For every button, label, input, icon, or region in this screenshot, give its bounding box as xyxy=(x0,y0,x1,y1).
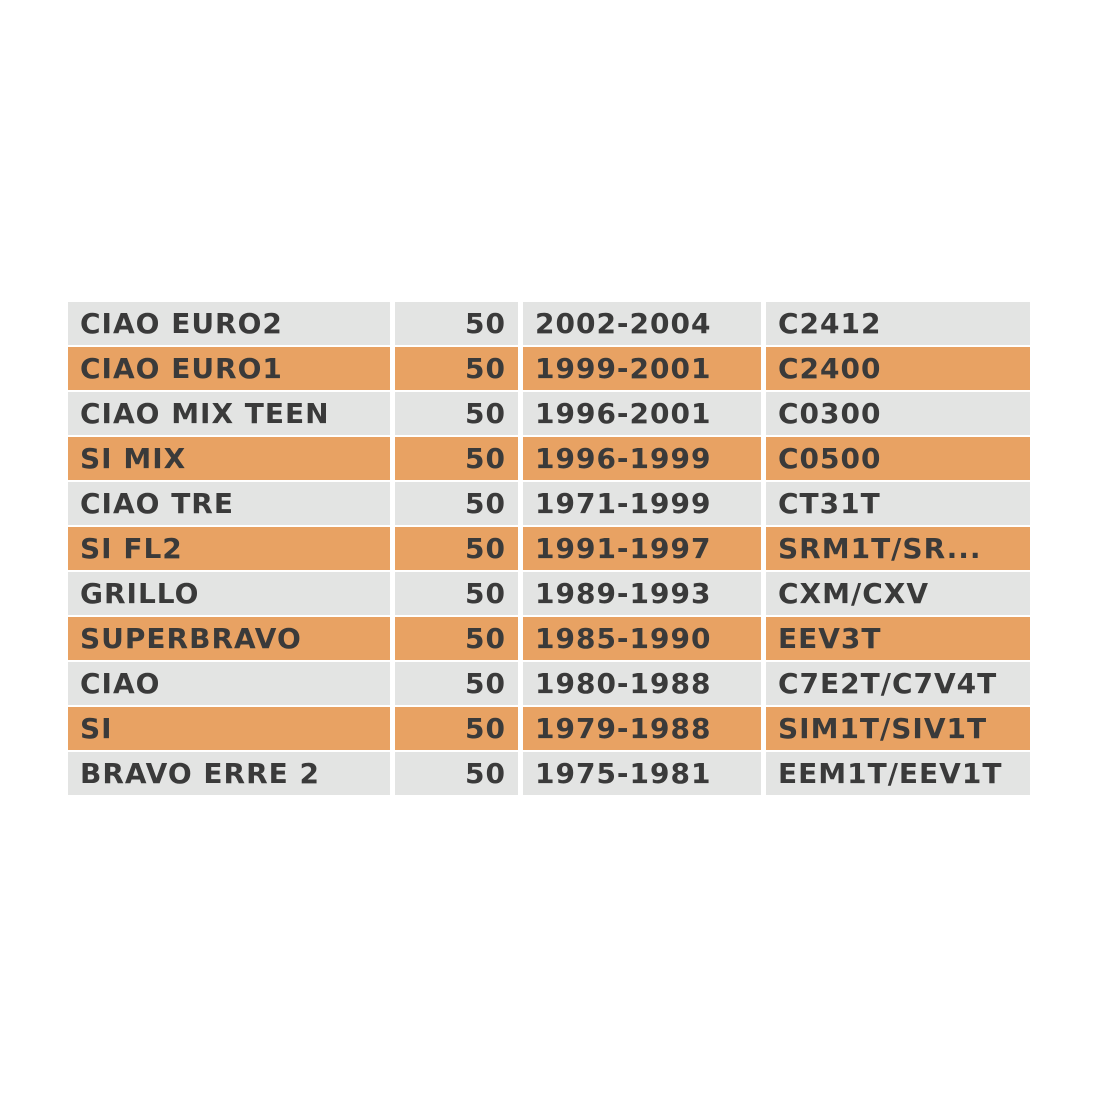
displacement-cell: 50 xyxy=(390,617,518,662)
code-cell: SRM1T/SR... xyxy=(761,527,1030,572)
displacement-cell: 50 xyxy=(390,707,518,752)
table-row[interactable]: CIAO TRE 50 1971-1999 CT31T xyxy=(68,482,1030,527)
model-cell: SI FL2 xyxy=(68,527,390,572)
model-table-body: CIAO EURO2 50 2002-2004 C2412 CIAO EURO1… xyxy=(68,302,1030,797)
table-row[interactable]: CIAO MIX TEEN 50 1996-2001 C0300 xyxy=(68,392,1030,437)
model-cell: CIAO MIX TEEN xyxy=(68,392,390,437)
table-row[interactable]: GRILLO 50 1989-1993 CXM/CXV xyxy=(68,572,1030,617)
code-cell: SIM1T/SIV1T xyxy=(761,707,1030,752)
code-cell: C0500 xyxy=(761,437,1030,482)
code-cell: CXM/CXV xyxy=(761,572,1030,617)
model-cell: CIAO EURO1 xyxy=(68,347,390,392)
displacement-cell: 50 xyxy=(390,527,518,572)
years-cell: 1975-1981 xyxy=(518,752,761,797)
displacement-cell: 50 xyxy=(390,437,518,482)
displacement-cell: 50 xyxy=(390,482,518,527)
model-cell: CIAO xyxy=(68,662,390,707)
years-cell: 1971-1999 xyxy=(518,482,761,527)
years-cell: 1985-1990 xyxy=(518,617,761,662)
table-row[interactable]: CIAO EURO1 50 1999-2001 C2400 xyxy=(68,347,1030,392)
code-cell: C7E2T/C7V4T xyxy=(761,662,1030,707)
model-table-container: CIAO EURO2 50 2002-2004 C2412 CIAO EURO1… xyxy=(68,302,1030,797)
years-cell: 1999-2001 xyxy=(518,347,761,392)
table-row[interactable]: CIAO 50 1980-1988 C7E2T/C7V4T xyxy=(68,662,1030,707)
years-cell: 1996-1999 xyxy=(518,437,761,482)
code-cell: C0300 xyxy=(761,392,1030,437)
model-cell: SUPERBRAVO xyxy=(68,617,390,662)
table-row[interactable]: SI MIX 50 1996-1999 C0500 xyxy=(68,437,1030,482)
model-table: CIAO EURO2 50 2002-2004 C2412 CIAO EURO1… xyxy=(68,302,1030,797)
model-cell: SI xyxy=(68,707,390,752)
code-cell: EEV3T xyxy=(761,617,1030,662)
code-cell: C2400 xyxy=(761,347,1030,392)
model-cell: CIAO EURO2 xyxy=(68,302,390,347)
years-cell: 1996-2001 xyxy=(518,392,761,437)
code-cell: CT31T xyxy=(761,482,1030,527)
years-cell: 1979-1988 xyxy=(518,707,761,752)
table-row[interactable]: CIAO EURO2 50 2002-2004 C2412 xyxy=(68,302,1030,347)
table-row[interactable]: BRAVO ERRE 2 50 1975-1981 EEM1T/EEV1T xyxy=(68,752,1030,797)
displacement-cell: 50 xyxy=(390,347,518,392)
years-cell: 1991-1997 xyxy=(518,527,761,572)
displacement-cell: 50 xyxy=(390,662,518,707)
displacement-cell: 50 xyxy=(390,752,518,797)
years-cell: 1980-1988 xyxy=(518,662,761,707)
years-cell: 1989-1993 xyxy=(518,572,761,617)
model-cell: SI MIX xyxy=(68,437,390,482)
table-row[interactable]: SI 50 1979-1988 SIM1T/SIV1T xyxy=(68,707,1030,752)
displacement-cell: 50 xyxy=(390,392,518,437)
years-cell: 2002-2004 xyxy=(518,302,761,347)
code-cell: C2412 xyxy=(761,302,1030,347)
table-row[interactable]: SUPERBRAVO 50 1985-1990 EEV3T xyxy=(68,617,1030,662)
code-cell: EEM1T/EEV1T xyxy=(761,752,1030,797)
model-cell: GRILLO xyxy=(68,572,390,617)
model-cell: BRAVO ERRE 2 xyxy=(68,752,390,797)
table-row[interactable]: SI FL2 50 1991-1997 SRM1T/SR... xyxy=(68,527,1030,572)
model-cell: CIAO TRE xyxy=(68,482,390,527)
displacement-cell: 50 xyxy=(390,572,518,617)
displacement-cell: 50 xyxy=(390,302,518,347)
